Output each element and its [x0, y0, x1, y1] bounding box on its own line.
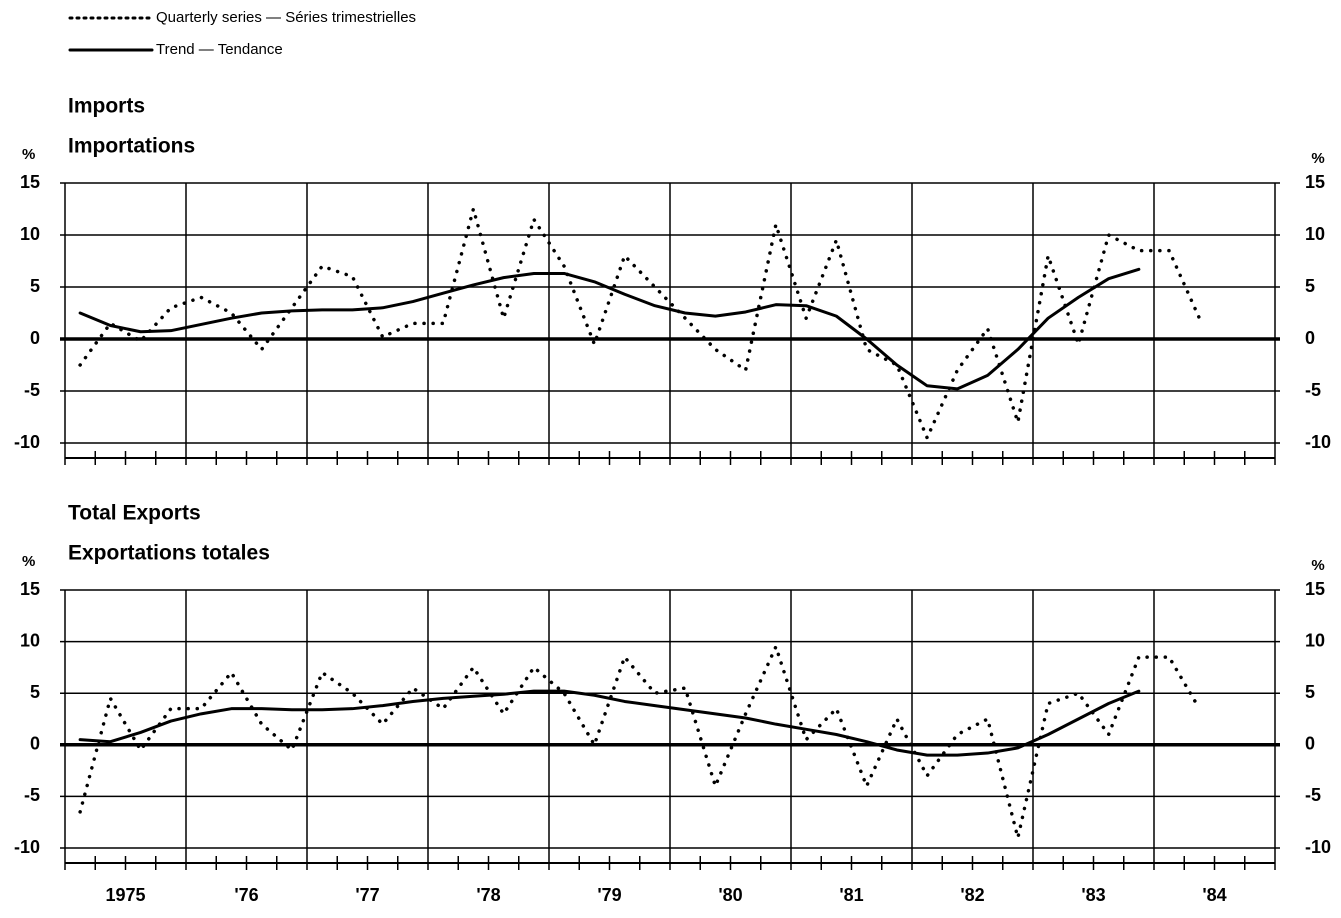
- y-tick-label: 15: [20, 172, 40, 192]
- x-tick-label: '79: [597, 885, 621, 905]
- y-tick-label-right: -10: [1305, 837, 1331, 857]
- y-axis-label: %: [22, 553, 35, 570]
- y-tick-label: -5: [24, 380, 40, 400]
- x-tick-label: 1975: [105, 885, 145, 905]
- y-tick-label: -5: [24, 785, 40, 805]
- x-tick-label: '78: [476, 885, 500, 905]
- y-tick-label: 15: [20, 579, 40, 599]
- y-tick-label: -10: [14, 432, 40, 452]
- y-tick-label-right: 5: [1305, 276, 1315, 296]
- legend-label: Trend — Tendance: [156, 41, 283, 58]
- y-tick-label: 10: [20, 224, 40, 244]
- series-line: [78, 645, 1202, 840]
- y-tick-label: 5: [30, 682, 40, 702]
- x-tick-label: '82: [960, 885, 984, 905]
- y-tick-label-right: 0: [1305, 734, 1315, 754]
- y-tick-label-right: 10: [1305, 224, 1325, 244]
- y-tick-label: -10: [14, 837, 40, 857]
- y-tick-label-right: 15: [1305, 579, 1325, 599]
- series-line: [78, 207, 1202, 440]
- y-axis-label: %: [22, 146, 35, 163]
- legend-label: Quarterly series — Séries trimestrielles: [156, 9, 416, 26]
- y-axis-label-right: %: [1311, 150, 1324, 167]
- y-tick-label-right: 0: [1305, 328, 1315, 348]
- y-tick-label-right: 15: [1305, 172, 1325, 192]
- x-tick-label: '81: [839, 885, 863, 905]
- y-tick-label-right: 10: [1305, 630, 1325, 650]
- y-axis-label-right: %: [1311, 557, 1324, 574]
- y-tick-label: 0: [30, 328, 40, 348]
- series-line: [78, 689, 1141, 757]
- y-tick-label-right: -5: [1305, 785, 1321, 805]
- chart-title: Total Exports: [68, 502, 201, 525]
- series-line: [78, 267, 1141, 391]
- x-tick-label: '76: [234, 885, 258, 905]
- y-tick-label-right: -10: [1305, 432, 1331, 452]
- chart-title: Imports: [68, 95, 145, 118]
- y-tick-label-right: -5: [1305, 380, 1321, 400]
- y-tick-label: 10: [20, 630, 40, 650]
- x-tick-label: '80: [718, 885, 742, 905]
- chart-subtitle: Exportations totales: [68, 542, 270, 565]
- x-tick-label: '77: [355, 885, 379, 905]
- y-tick-label-right: 5: [1305, 682, 1315, 702]
- x-tick-label: '84: [1202, 885, 1226, 905]
- y-tick-label: 5: [30, 276, 40, 296]
- x-tick-label: '83: [1081, 885, 1105, 905]
- y-tick-label: 0: [30, 734, 40, 754]
- chart-subtitle: Importations: [68, 135, 195, 158]
